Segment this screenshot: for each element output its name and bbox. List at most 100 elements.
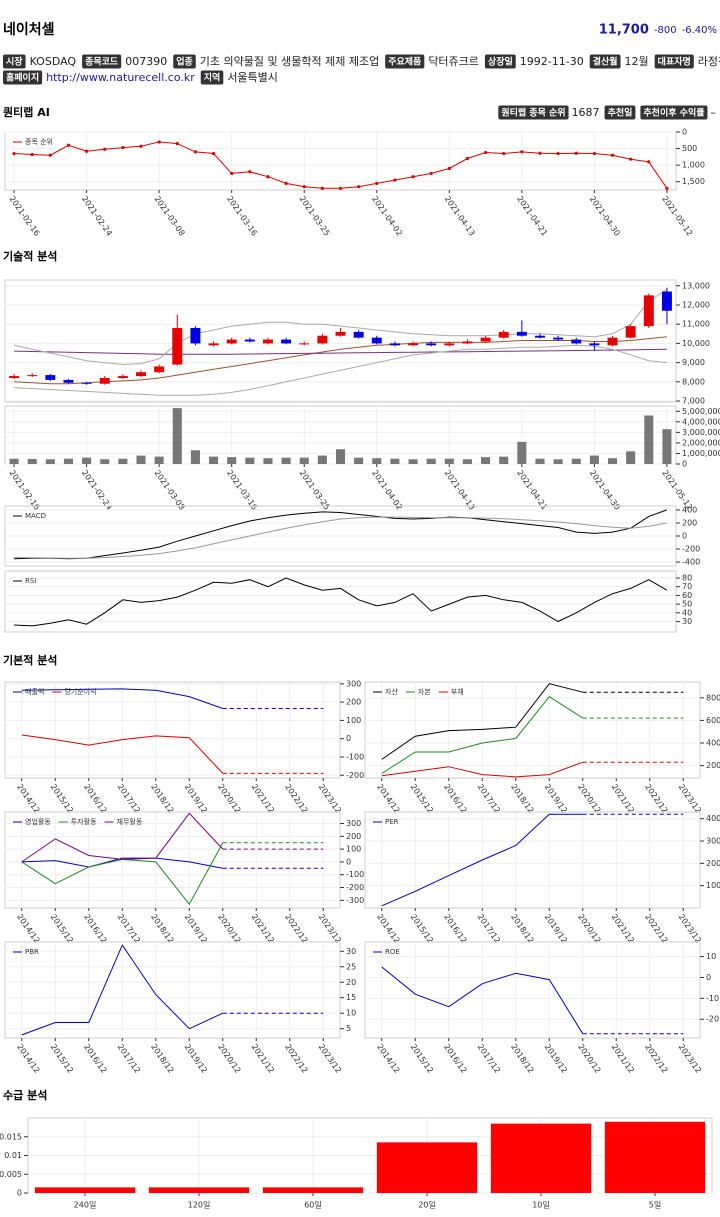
- bar: [517, 441, 527, 464]
- x-tick-label: 2017/12: [116, 912, 142, 944]
- candle-body: [389, 343, 400, 346]
- candle-body: [190, 328, 201, 344]
- badge: [640, 105, 708, 120]
- candle-body: [244, 339, 255, 342]
- bar: [462, 459, 472, 464]
- candle-body: [408, 343, 419, 346]
- x-tick-label: 2018/12: [149, 782, 175, 814]
- bar: [34, 1187, 136, 1193]
- x-tick-label: 2014/12: [15, 1042, 41, 1074]
- badge-label: 추천이후 수익률: [643, 107, 704, 119]
- badge: [3, 70, 43, 85]
- bar: [444, 458, 454, 464]
- point: [193, 150, 198, 154]
- y-tick-label: 5: [346, 1024, 351, 1033]
- candle-body: [643, 295, 654, 327]
- point: [85, 149, 89, 153]
- point: [66, 143, 71, 147]
- line: [21, 857, 223, 869]
- y-tick-label: -10: [706, 994, 719, 1003]
- info-value: 라정찬: [698, 54, 720, 68]
- info-value: 닥터쥬크르: [428, 55, 479, 68]
- point: [139, 144, 143, 148]
- x-tick-label: 2022/12: [643, 782, 669, 814]
- candle-body: [117, 376, 128, 378]
- candle-body: [136, 372, 147, 377]
- legend-label: 매출액: [25, 687, 44, 696]
- y-tick-label: 0: [682, 532, 687, 541]
- line: [21, 944, 224, 1036]
- badge-label: 퀀티랩 종목 순위: [501, 107, 565, 119]
- x-tick-label: 2021-02-16: [7, 468, 41, 511]
- x-tick-label: 2021-04-30: [588, 468, 622, 511]
- y-tick-label: 0.015: [0, 1132, 22, 1141]
- x-tick-label: 2023/12: [317, 1042, 343, 1074]
- bar: [27, 458, 37, 464]
- y-tick-label: 7,000: [682, 397, 705, 406]
- y-tick-label: 3,000,000: [682, 428, 720, 437]
- y-tick-label: 100: [706, 881, 720, 890]
- bar: [376, 1142, 478, 1193]
- x-tick-label: 2018/12: [509, 912, 535, 944]
- x-tick-label: 2021-03-16: [225, 468, 259, 511]
- line: [381, 696, 584, 774]
- x-tick-label: 10일: [532, 1201, 550, 1210]
- candle-body: [299, 343, 310, 345]
- x-tick-label: 2019/12: [183, 782, 209, 814]
- x-tick-label: 2015/12: [409, 1042, 435, 1074]
- candle-body: [516, 331, 527, 336]
- y-tick-label: 9,000: [682, 358, 705, 367]
- plot-frame: [4, 570, 677, 633]
- homepage-link[interactable]: http://www.naturecell.co.kr: [46, 71, 195, 84]
- x-tick-label: 2014/12: [375, 912, 401, 944]
- badge: [484, 54, 516, 69]
- y-tick-label: 30: [682, 617, 692, 626]
- x-tick-label: 120일: [188, 1201, 211, 1210]
- point: [157, 140, 161, 144]
- x-tick-label: 2020/12: [216, 782, 242, 814]
- bar: [607, 458, 618, 464]
- bar: [626, 451, 636, 464]
- y-tick-label: 10: [346, 1009, 356, 1018]
- y-tick-label: 30: [346, 947, 356, 956]
- candle-body: [27, 375, 38, 377]
- x-tick-label: 2021/12: [250, 912, 276, 944]
- legend-label: 당기순이익: [64, 687, 96, 696]
- badge: [82, 54, 122, 69]
- candle-body: [661, 291, 672, 311]
- line: [14, 577, 668, 627]
- bar: [553, 459, 563, 464]
- badge: [654, 54, 694, 69]
- point: [447, 166, 451, 171]
- legend-label: PER: [385, 818, 399, 826]
- x-tick-label: 2018/12: [509, 1042, 535, 1074]
- y-tick-label: 0: [682, 128, 687, 137]
- candle-body: [498, 331, 509, 338]
- x-tick-label: 2014/12: [15, 912, 41, 944]
- candle-body: [553, 337, 564, 340]
- legend-label: 영업활동: [25, 817, 51, 826]
- point: [121, 145, 125, 150]
- y-tick-label: 5,000,000: [682, 407, 720, 416]
- legend-label: 부채: [451, 687, 464, 696]
- candle-body: [154, 366, 165, 373]
- info-value: 007390: [125, 55, 167, 68]
- line: [21, 812, 224, 863]
- y-tick-label: 11,000: [682, 320, 710, 329]
- candle-body: [607, 337, 618, 346]
- candle-body: [426, 343, 437, 346]
- badge: [604, 105, 636, 120]
- y-tick-label: -100: [346, 752, 364, 761]
- x-tick-label: 2021/12: [610, 782, 636, 814]
- line: [21, 688, 223, 709]
- y-tick-label: 70: [682, 582, 692, 591]
- y-tick-label: 200: [346, 698, 361, 707]
- info-value: 서울특별시: [227, 71, 278, 84]
- candle-body: [45, 375, 56, 380]
- badge: [200, 70, 224, 85]
- point: [411, 175, 415, 179]
- y-tick-label: 2,000,000: [682, 438, 720, 447]
- point: [375, 181, 379, 185]
- line: [381, 761, 583, 778]
